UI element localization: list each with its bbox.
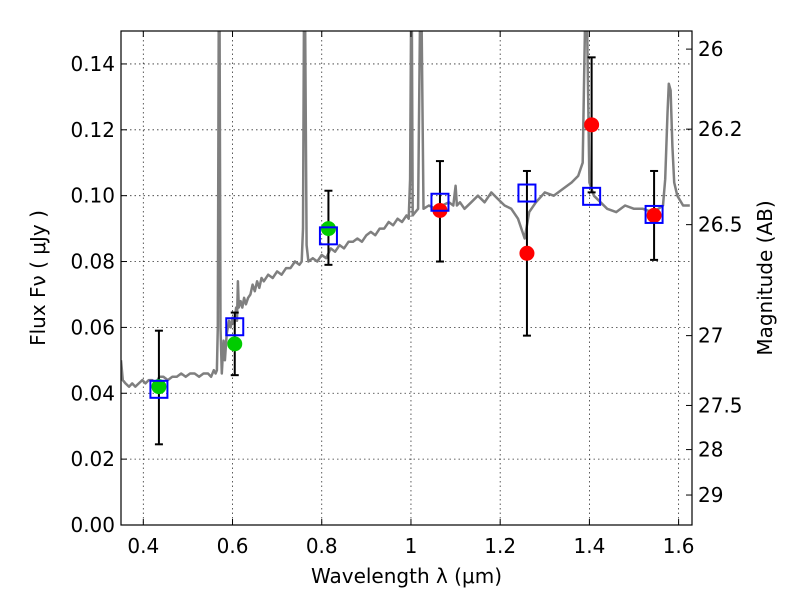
x-tick-label: 1.2 [484,534,516,558]
model-point [430,192,450,212]
model-point [644,204,664,224]
y-tick-label: 0.02 [70,447,115,471]
plot-frame [120,30,693,526]
y-tick-label: 0.12 [70,118,115,142]
photometry-point [320,221,336,237]
photometry-point [519,245,535,261]
axis-ticks: 0.4 0.6 0.8 1 1.2 1.4 1.6 0.00 0.02 0.04 0.06 0.08 0… [70,31,743,558]
y-tick-label: 0.10 [70,184,115,208]
y2-tick-label: 27.5 [698,393,743,417]
x-tick-label: 1.6 [663,534,695,558]
spectrum-line [121,31,690,388]
model-point [149,379,169,399]
y2-tick-label: 29 [698,483,723,507]
y2-tick-label: 26.2 [698,117,743,141]
y2-axis-label: Magnitude (AB) [753,200,777,355]
y-axis-label: Flux Fν ( μJy ) [26,210,50,346]
x-axis-label: Wavelength λ (μm) [311,564,502,588]
y2-tick-label: 27 [698,324,723,348]
x-tick-label: 0.4 [127,534,159,558]
model-point [318,226,338,246]
photometry-point [646,207,662,223]
y-tick-label: 0.04 [70,381,115,405]
y-tick-label: 0.06 [70,315,115,339]
x-tick-label: 1 [405,534,418,558]
plot-area [121,31,690,446]
model-point [225,317,245,337]
x-tick-label: 1.4 [573,534,605,558]
grid [121,31,692,526]
photometry-point [584,117,600,133]
x-tick-label: 0.8 [306,534,338,558]
y2-tick-label: 28 [698,438,723,462]
photometry-point [227,336,243,352]
x-tick-label: 0.6 [217,534,249,558]
photometry-point [151,379,167,395]
model-point [582,186,602,206]
model-point [517,183,537,203]
y2-tick-label: 26.5 [698,213,743,237]
y-tick-label: 0.14 [70,52,115,76]
y-tick-label: 0.08 [70,250,115,274]
y2-tick-label: 26 [698,37,723,61]
y-tick-label: 0.00 [70,513,115,537]
